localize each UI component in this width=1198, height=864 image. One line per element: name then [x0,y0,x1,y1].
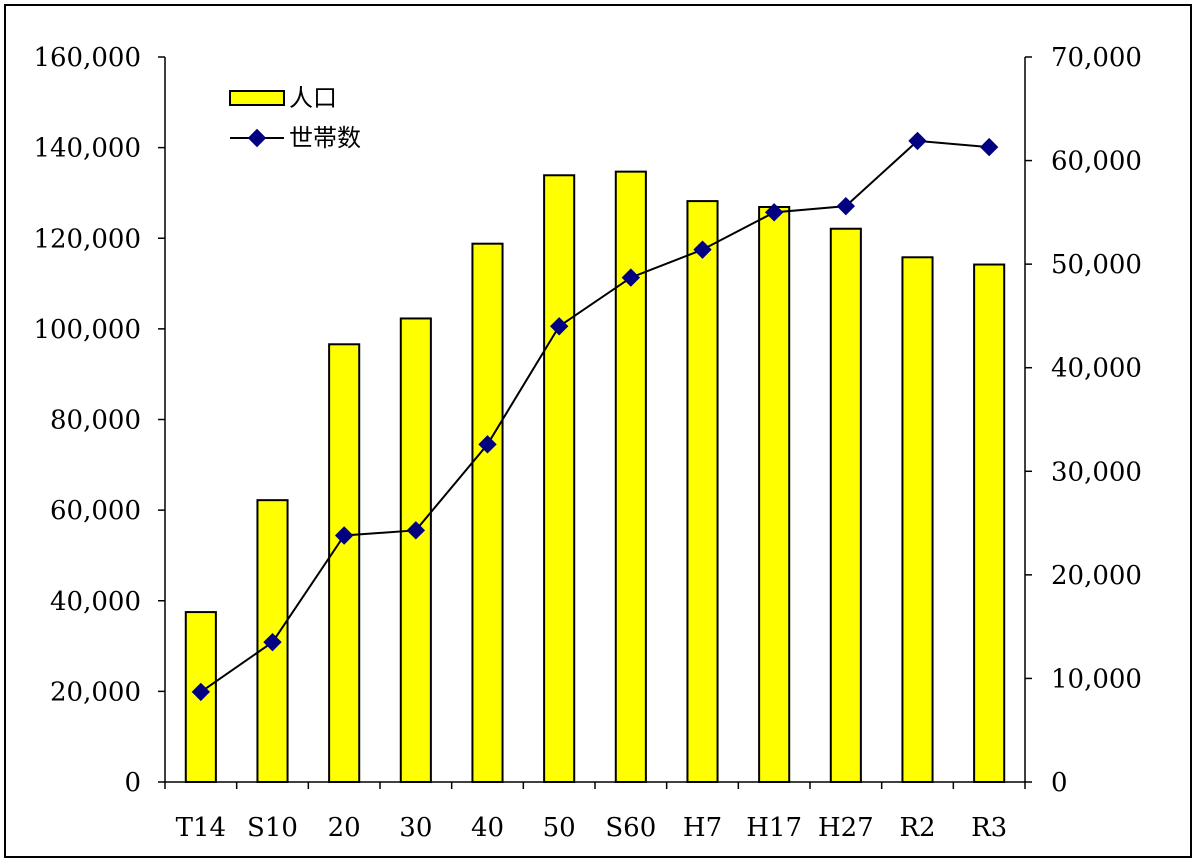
y-right-tick-label: 0 [1051,768,1068,798]
y-right-tick-label: 40,000 [1051,354,1142,384]
households-polyline [200,139,990,693]
households-marker-T14 [191,682,211,702]
legend: 人口 世帯数 [229,84,361,152]
bar-S60 [614,170,647,783]
households-marker-30 [406,521,426,540]
x-tick-label: R3 [971,813,1007,843]
x-tick-label: R2 [899,813,935,843]
y-left-tick-label: 80,000 [50,406,141,436]
bar-30 [399,317,432,783]
x-tick-label: S10 [247,813,298,843]
households-marker-H7 [693,240,712,259]
households-marker-40 [478,435,497,454]
x-tick-label: T14 [176,813,226,843]
households-marker-H27 [836,196,856,216]
bar-40 [471,242,504,783]
bar-50 [543,174,576,783]
y-right-tick-label: 70,000 [1051,43,1142,73]
bar-R2 [901,256,934,783]
bar-H7 [686,200,719,783]
legend-label-population: 人口 [289,84,337,112]
bar-H17 [758,205,791,783]
y-left-tick-label: 0 [124,768,141,798]
axes [158,56,1032,789]
households-marker-50 [549,317,569,336]
households-marker-R2 [908,131,927,151]
x-tick-label: H17 [746,813,802,843]
x-tick-label: H7 [683,813,722,843]
tick-labels: 0 20,000 40,000 60,000 80,000 100,000 120,000 1… [33,43,1142,843]
population-bars [184,170,1006,783]
households-marker-S60 [621,268,641,287]
y-right-tick-label: 60,000 [1051,147,1142,177]
y-left-tick-label: 120,000 [33,224,141,254]
x-tick-label: 40 [471,813,504,843]
x-tick-label: 50 [543,813,576,843]
legend-swatch-population [229,90,285,106]
households-marker-S10 [263,632,282,652]
y-right-tick-label: 10,000 [1051,664,1142,694]
bar-R3 [973,263,1006,783]
y-right-tick-label: 20,000 [1051,561,1142,591]
x-tick-label: H27 [818,813,874,843]
y-left-tick-label: 40,000 [50,587,141,617]
households-marker-20 [334,526,354,545]
y-right-tick-label: 30,000 [1051,457,1142,487]
x-tick-label: 30 [399,813,432,843]
y-left-tick-label: 100,000 [33,315,141,345]
x-tick-label: S60 [605,813,656,843]
y-right-tick-label: 50,000 [1051,250,1142,280]
legend-marker-households [247,128,267,148]
households-marker-R3 [979,137,999,157]
bar-H27 [829,227,862,783]
y-left-tick-label: 20,000 [50,677,141,707]
x-tick-label: 20 [328,813,361,843]
legend-label-households: 世帯数 [289,124,361,152]
bar-20 [328,343,361,783]
y-left-tick-label: 160,000 [33,43,141,73]
y-left-tick-label: 60,000 [50,496,141,526]
households-line [191,131,999,702]
households-marker-H17 [764,203,784,222]
y-left-tick-label: 140,000 [33,134,141,164]
